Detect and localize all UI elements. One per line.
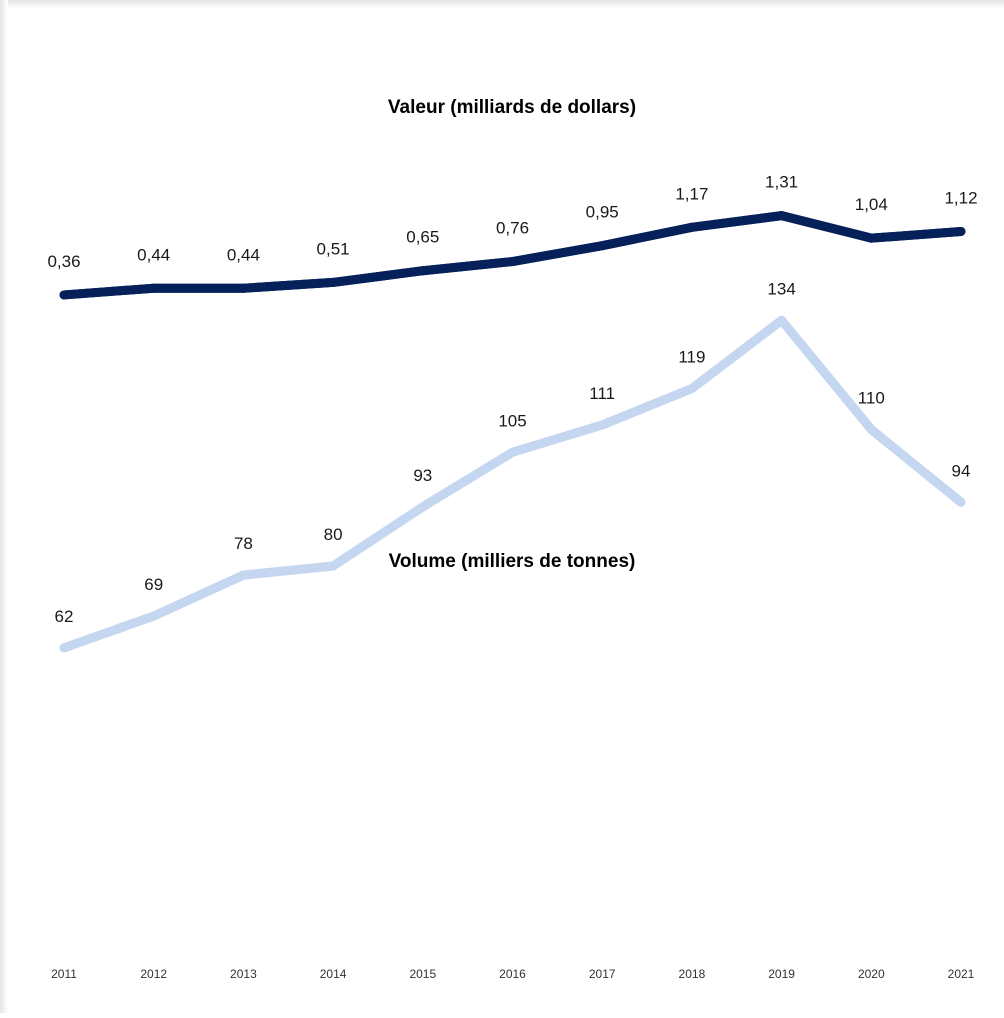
value-data-point: [956, 226, 966, 236]
volume-data-point: [956, 497, 966, 507]
volume-data-label: 80: [324, 525, 343, 544]
volume-chart-line-group: [59, 315, 966, 653]
value-data-label: 1,17: [675, 184, 708, 203]
frame-shadow-top: [0, 0, 1004, 8]
volume-data-point: [149, 611, 159, 621]
value-data-label: 0,44: [137, 245, 170, 264]
value-data-label: 1,04: [855, 195, 888, 214]
x-axis: 2011 2012 2013 2014 2015 2016 2017 2018 2019 2020…: [51, 967, 975, 981]
value-data-label: 0,76: [496, 219, 529, 238]
value-data-point: [508, 257, 517, 267]
volume-data-point: [328, 561, 338, 571]
volume-data-point: [866, 425, 876, 434]
value-data-label: 0,95: [586, 203, 619, 222]
volume-data-label: 110: [858, 389, 885, 408]
x-tick-label: 2018: [679, 967, 706, 981]
x-tick-label: 2019: [768, 967, 795, 981]
value-data-label: 0,51: [317, 239, 350, 258]
value-data-label: 1,31: [765, 173, 798, 192]
x-tick-label: 2021: [948, 967, 975, 981]
x-tick-label: 2017: [589, 967, 616, 981]
volume-data-label: 62: [55, 607, 74, 626]
volume-data-point: [777, 315, 787, 325]
volume-data-point: [238, 570, 248, 580]
volume-data-point: [59, 643, 69, 653]
x-tick-label: 2014: [320, 967, 347, 981]
value-data-point: [866, 233, 876, 243]
value-data-label: 0,44: [227, 245, 260, 264]
volume-data-label: 105: [498, 411, 526, 430]
value-data-label: 1,12: [944, 188, 977, 207]
volume-data-label: 134: [767, 279, 795, 298]
x-tick-label: 2013: [230, 967, 257, 981]
volume-data-point: [687, 384, 697, 394]
value-data-label: 0,65: [406, 228, 439, 247]
value-chart: Valeur (milliards de dollars) 0,36 0,44 0,…: [47, 97, 978, 300]
value-chart-line-group: [59, 211, 966, 300]
volume-series-line: [62, 315, 964, 653]
volume-data-label: 111: [589, 384, 615, 403]
volume-data-label: 94: [952, 461, 971, 480]
volume-data-point: [508, 447, 517, 457]
volume-data-label: 69: [144, 575, 163, 594]
value-data-point: [59, 290, 69, 300]
x-tick-label: 2020: [858, 967, 885, 981]
volume-data-label: 78: [234, 534, 253, 553]
volume-data-label: 119: [678, 348, 705, 367]
volume-data-label: 93: [413, 466, 432, 485]
value-data-point: [777, 211, 787, 221]
value-chart-labels: 0,36 0,44 0,44 0,51 0,65 0,76 0,95 1,17 1,31 1,04…: [47, 173, 977, 271]
volume-chart-title: Volume (milliers de tonnes): [389, 551, 636, 572]
value-chart-title: Valeur (milliards de dollars): [388, 97, 636, 118]
value-data-point: [149, 283, 159, 293]
x-tick-label: 2016: [499, 967, 526, 981]
x-tick-label: 2011: [51, 967, 77, 981]
value-data-point: [238, 283, 248, 293]
volume-data-point: [597, 420, 607, 430]
volume-data-point: [418, 502, 428, 512]
volume-chart-labels: 62 69 78 80 93 105 111 119 134 110 94: [55, 279, 971, 626]
value-data-point: [418, 266, 428, 276]
value-data-point: [328, 277, 338, 287]
value-data-point: [687, 222, 697, 232]
value-data-point: [597, 241, 607, 251]
x-tick-label: 2012: [140, 967, 167, 981]
x-tick-label: 2015: [409, 967, 436, 981]
frame-shadow-left: [0, 0, 8, 1013]
volume-chart: Volume (milliers de tonnes) 62 69 78 80 93 10…: [55, 279, 971, 653]
value-data-label: 0,36: [47, 252, 80, 271]
